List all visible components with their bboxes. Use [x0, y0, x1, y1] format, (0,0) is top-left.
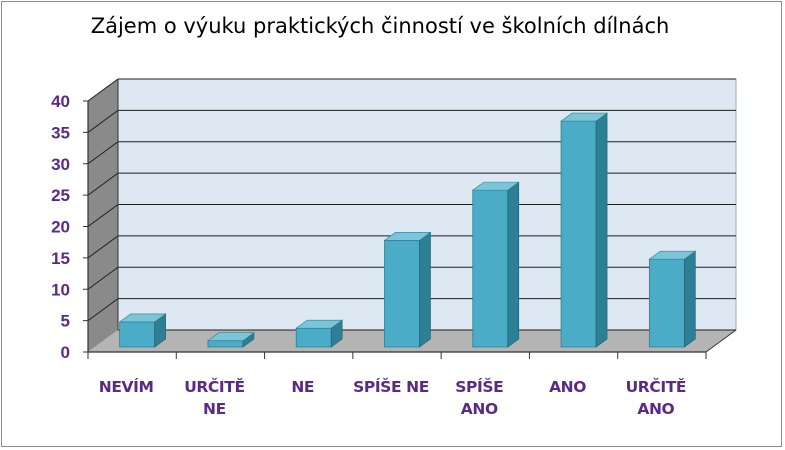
floor-right-edge: [705, 329, 737, 353]
bar-top: [118, 313, 167, 323]
x-tick-label-line: SPÍŠE NE: [353, 378, 429, 396]
bar: [295, 327, 332, 348]
bar-top: [295, 319, 344, 329]
gridline-side: [87, 204, 119, 227]
y-tick-label: 10: [51, 280, 70, 299]
y-tick-label: 20: [51, 218, 70, 237]
x-tick-label: NE: [260, 376, 346, 398]
y-tick-label: 35: [51, 123, 70, 142]
x-tick-label: SPÍŠE ANO: [436, 376, 522, 420]
bar: [648, 258, 685, 348]
bar-top: [383, 232, 432, 241]
x-tick-label: ANO: [525, 376, 611, 398]
bar-top: [648, 250, 697, 260]
bar: [384, 239, 420, 348]
gridline-side: [87, 109, 119, 133]
bar: [472, 189, 509, 348]
y-tick-label: 25: [51, 186, 70, 205]
x-tick-label-line: NE: [203, 400, 226, 418]
x-tick-label-line: SPÍŠE: [455, 378, 504, 396]
gridline-side: [87, 235, 119, 259]
x-tick-label-line: NE: [291, 378, 315, 396]
top-edge-line: [87, 78, 119, 102]
y-tick-label: 5: [61, 312, 70, 331]
bar-side: [507, 181, 520, 348]
bar: [207, 340, 244, 348]
x-tick-label-line: ANO: [460, 400, 498, 418]
gridline-side: [87, 266, 119, 290]
x-tick-label: NEVÍM: [83, 376, 169, 398]
chart-title: Zájem o výuku praktických činností ve šk…: [90, 14, 670, 38]
gridline-side: [87, 141, 119, 165]
x-tick-label-line: ANO: [637, 400, 675, 418]
y-tick-label: 40: [51, 92, 70, 111]
gridline-side: [87, 298, 119, 322]
gridline-side: [87, 172, 119, 196]
bar: [560, 120, 597, 348]
y-tick-label: 30: [51, 155, 70, 174]
x-tick-label-line: URČITĚ: [184, 378, 245, 396]
y-tick-label: 15: [51, 249, 70, 268]
x-tick-label-line: URČITĚ: [625, 378, 687, 396]
y-tick-label: 0: [61, 343, 70, 362]
x-tick-label-line: NEVÍM: [98, 378, 154, 396]
x-tick-label: URČITĚ NE: [171, 376, 257, 420]
x-tick-label: URČITĚ ANO: [613, 376, 699, 420]
bar-top: [207, 332, 255, 342]
bar: [119, 321, 156, 348]
bar-top: [560, 112, 608, 122]
bar-top: [471, 181, 520, 191]
bar-side: [419, 231, 431, 348]
bar-side: [684, 250, 696, 348]
x-tick-label: SPÍŠE NE: [348, 376, 434, 398]
x-tick-label-line: ANO: [549, 378, 587, 396]
bar-side: [595, 112, 608, 348]
